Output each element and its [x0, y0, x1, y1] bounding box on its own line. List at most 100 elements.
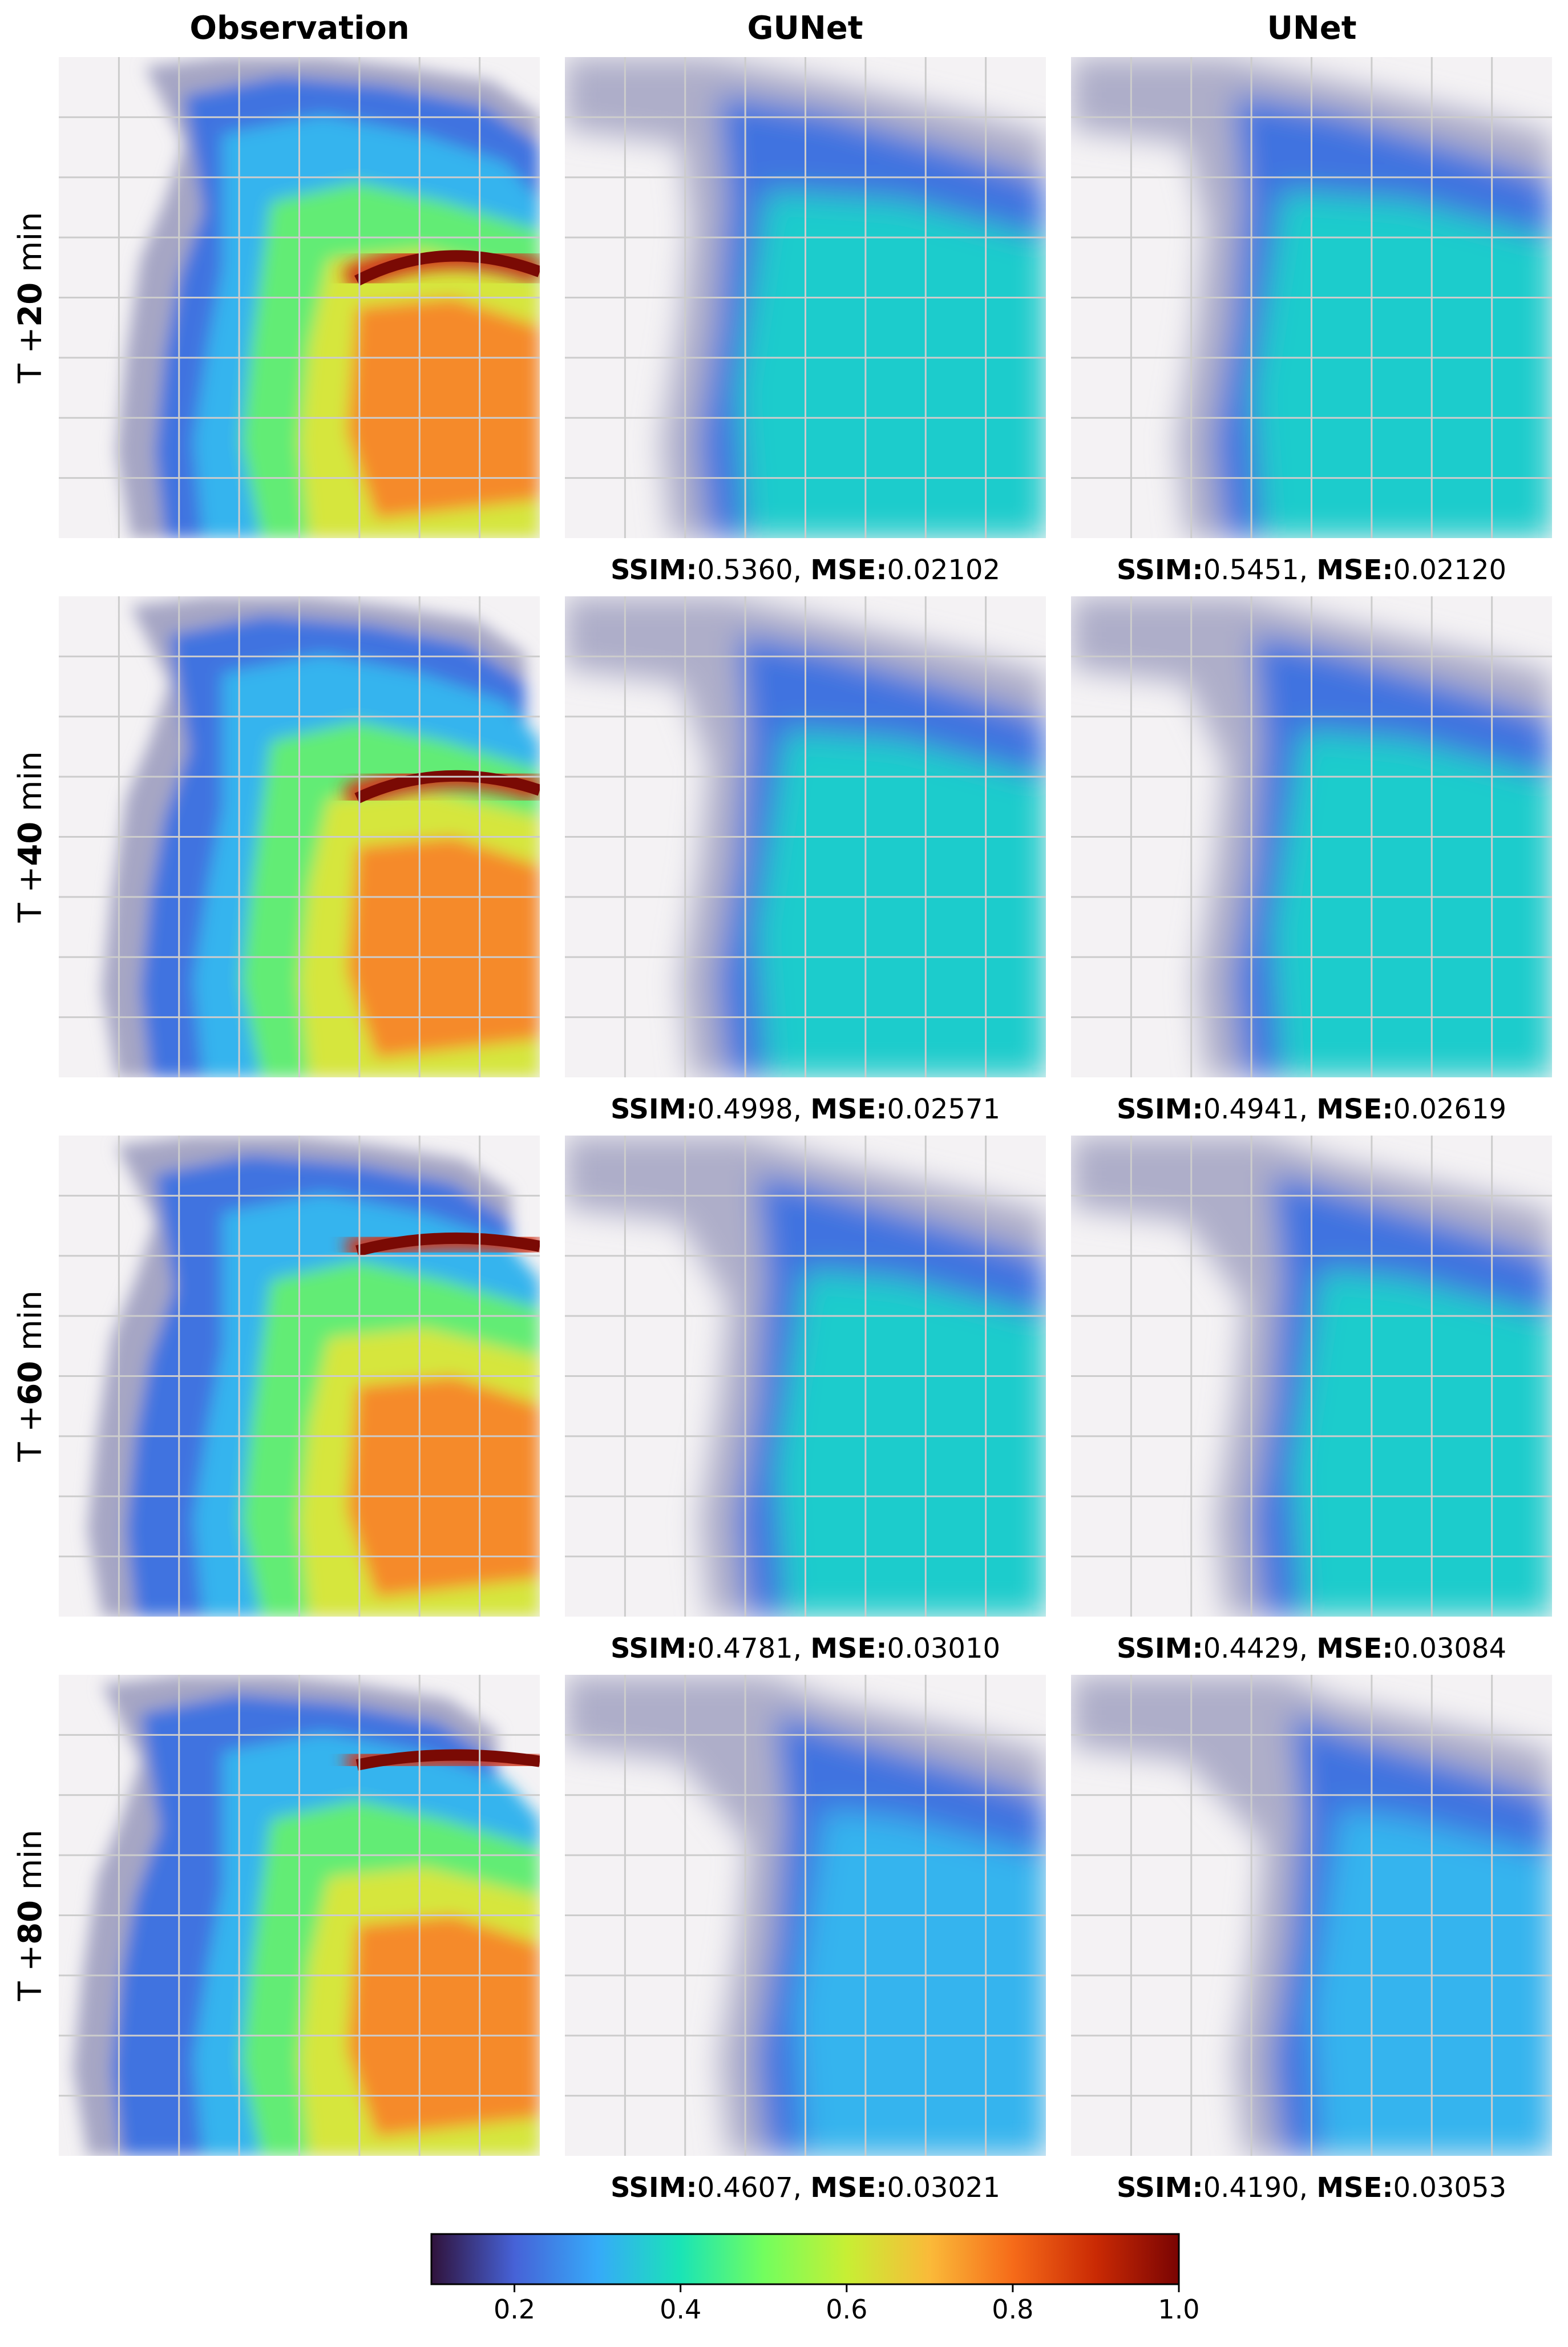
row-label-prefix: T + [12, 1945, 49, 2002]
panel-gunet-t60: SSIM:0.4781, MSE:0.03010 [565, 1136, 1046, 1665]
panel-gridlines [59, 1136, 540, 1617]
panel-unet-t40: SSIM:0.4941, MSE:0.02619 [1071, 596, 1552, 1125]
mse-value: 0.02571 [887, 1093, 1001, 1125]
panel-gridlines [1071, 57, 1552, 538]
prediction-core [757, 731, 1046, 1077]
precip-region [347, 1376, 540, 1598]
metric-caption-unet: SSIM:0.4941, MSE:0.02619 [1117, 1093, 1506, 1125]
panel-gridlines [565, 57, 1046, 538]
row-label-suffix: min [12, 212, 49, 282]
row-label-prefix: T + [12, 327, 49, 384]
ssim-value: 0.4190, [1203, 2172, 1316, 2204]
panel-observation-t80 [59, 1675, 540, 2156]
metric-caption-unet: SSIM:0.4429, MSE:0.03084 [1117, 1633, 1506, 1665]
colorbar-tick-label: 1.0 [1158, 2294, 1199, 2325]
panel-gridlines [1071, 1675, 1552, 2156]
metric-caption-gunet: SSIM:0.4781, MSE:0.03010 [611, 1633, 1000, 1665]
panel-observation-t40 [59, 596, 540, 1077]
precip-region [347, 297, 540, 519]
ssim-label: SSIM: [611, 1633, 697, 1665]
metric-caption-gunet: SSIM:0.4998, MSE:0.02571 [611, 1093, 1000, 1125]
colorbar-tick-label: 0.2 [494, 2294, 535, 2325]
panel-unet-t60: SSIM:0.4429, MSE:0.03084 [1071, 1136, 1552, 1665]
mse-value: 0.02120 [1393, 554, 1507, 586]
ssim-label: SSIM: [1117, 554, 1203, 586]
row-label-suffix: min [12, 1290, 49, 1360]
mse-value: 0.03010 [887, 1633, 1001, 1665]
row-label-lead: 80 [12, 1900, 49, 1945]
panel-gridlines [565, 1675, 1046, 2156]
mse-value: 0.02619 [1393, 1093, 1507, 1125]
metric-caption-gunet: SSIM:0.4607, MSE:0.03021 [611, 2172, 1000, 2204]
panel-gunet-t80: SSIM:0.4607, MSE:0.03021 [565, 1675, 1046, 2204]
mse-label: MSE: [1316, 554, 1393, 586]
row-label-prefix: T + [12, 866, 49, 923]
mse-label: MSE: [810, 1633, 887, 1665]
panel-unet-t20: SSIM:0.5451, MSE:0.02120 [1071, 57, 1552, 586]
row-label-40: T +40 min [12, 751, 49, 923]
metric-caption-unet: SSIM:0.4190, MSE:0.03053 [1117, 2172, 1506, 2204]
ssim-value: 0.4781, [697, 1633, 810, 1665]
colorbar-bar [430, 2233, 1180, 2285]
panel-gridlines [1071, 1136, 1552, 1617]
row-label-lead: 60 [12, 1361, 49, 1405]
column-title-unet: UNet [1267, 10, 1356, 47]
mse-value: 0.03021 [887, 2172, 1001, 2204]
panel-observation-t60 [59, 1136, 540, 1617]
row-label-80: T +80 min [12, 1829, 49, 2001]
ssim-value: 0.4941, [1203, 1093, 1316, 1125]
row-label-20: T +20 min [12, 212, 49, 383]
prediction-core [795, 1809, 1046, 2156]
panel-gunet-t20: SSIM:0.5360, MSE:0.02102 [565, 57, 1046, 586]
colorbar-ticks: 0.2 0.4 0.6 0.8 1.0 [494, 2284, 1200, 2325]
panel-gridlines [59, 57, 540, 538]
intense-core [355, 1232, 540, 1257]
prediction-core [776, 1270, 1046, 1617]
prediction-core [1273, 731, 1552, 1077]
mse-value: 0.03053 [1393, 2172, 1507, 2204]
metric-caption-gunet: SSIM:0.5360, MSE:0.02102 [611, 554, 1000, 586]
mse-label: MSE: [1316, 1633, 1393, 1665]
metric-caption-unet: SSIM:0.5451, MSE:0.02120 [1117, 554, 1506, 586]
intense-core [354, 250, 540, 286]
panel-gridlines [565, 596, 1046, 1077]
ssim-label: SSIM: [1117, 1633, 1203, 1665]
colorbar-tick-label: 0.8 [992, 2294, 1033, 2325]
prediction-core [1292, 1270, 1552, 1617]
mse-label: MSE: [810, 2172, 887, 2204]
prediction-core [738, 192, 1046, 538]
column-title-gunet: GUNet [747, 10, 863, 47]
row-label-60: T +60 min [12, 1290, 49, 1462]
mse-value: 0.02102 [887, 554, 1001, 586]
mse-value: 0.03084 [1393, 1633, 1507, 1665]
row-label-lead: 40 [12, 822, 49, 866]
row-label-suffix: min [12, 751, 49, 821]
prediction-core [1254, 192, 1552, 538]
precip-region [347, 837, 540, 1059]
mse-label: MSE: [810, 1093, 887, 1125]
colorbar-tick-label: 0.6 [826, 2294, 867, 2325]
panel-gunet-t40: SSIM:0.4998, MSE:0.02571 [565, 596, 1046, 1125]
ssim-value: 0.4998, [697, 1093, 810, 1125]
row-label-suffix: min [12, 1829, 49, 1900]
ssim-label: SSIM: [611, 2172, 697, 2204]
ssim-value: 0.4607, [697, 2172, 810, 2204]
row-label-lead: 20 [12, 282, 49, 327]
ssim-label: SSIM: [1117, 2172, 1203, 2204]
column-title-observation: Observation [189, 10, 409, 47]
intense-core [355, 1749, 540, 1771]
panel-gridlines [565, 1136, 1046, 1617]
colorbar-tick-label: 0.4 [660, 2294, 701, 2325]
panel-unet-t80: SSIM:0.4190, MSE:0.03053 [1071, 1675, 1552, 2204]
ssim-value: 0.5360, [697, 554, 810, 586]
panel-observation-t20 [59, 57, 540, 538]
mse-label: MSE: [1316, 2172, 1393, 2204]
panel-gridlines [59, 596, 540, 1077]
mse-label: MSE: [810, 554, 887, 586]
precip-region [347, 1915, 540, 2137]
row-label-prefix: T + [12, 1405, 49, 1463]
panel-gridlines [59, 1675, 540, 2156]
ssim-label: SSIM: [1117, 1093, 1203, 1125]
